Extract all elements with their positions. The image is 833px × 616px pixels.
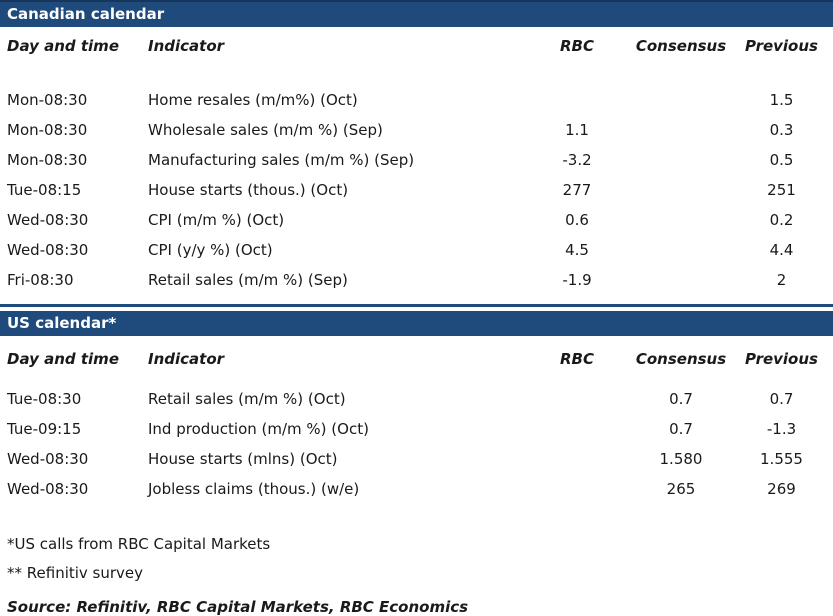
cell-rbc: 277 [562, 181, 592, 199]
cell-day: Mon-08:30 [7, 91, 88, 109]
cell-previous: 4.4 [769, 241, 794, 259]
cell-day: Tue-09:15 [7, 420, 82, 438]
table-row: Fri-08:30 Retail sales (m/m %) (Sep) -1.9 2 [0, 265, 833, 295]
cell-day: Wed-08:30 [7, 450, 89, 468]
footnotes-block: *US calls from RBC Capital Markets ** Re… [0, 530, 833, 616]
footnote-refinitiv-survey: ** Refinitiv survey [7, 564, 144, 582]
cell-previous: 269 [767, 480, 796, 498]
us-calendar-table: Day and time Indicator RBC Consensus Pre… [0, 336, 833, 504]
cell-consensus [632, 85, 730, 115]
column-header-consensus: Consensus [635, 350, 727, 368]
cell-indicator: Wholesale sales (m/m %) (Sep) [148, 121, 383, 139]
cell-indicator: House starts (thous.) (Oct) [148, 181, 349, 199]
cell-previous: 0.2 [769, 211, 794, 229]
column-header-previous: Previous [745, 350, 818, 368]
source-line: Source: Refinitiv, RBC Capital Markets, … [7, 598, 469, 616]
canadian-section-header-bar: Canadian calendar [0, 0, 833, 27]
cell-previous: 0.3 [769, 121, 794, 139]
footnote-us-calls: *US calls from RBC Capital Markets [7, 535, 271, 553]
table-row: Mon-08:30 Wholesale sales (m/m %) (Sep) 1.… [0, 115, 833, 145]
cell-previous: 0.5 [769, 151, 794, 169]
cell-day: Tue-08:15 [7, 181, 82, 199]
column-header-consensus: Consensus [635, 37, 727, 55]
table-row: Tue-08:15 House starts (thous.) (Oct) 277 2… [0, 175, 833, 205]
column-header-previous: Previous [745, 37, 818, 55]
column-header-indicator: Indicator [148, 37, 225, 55]
canadian-table-bottom-rule [0, 304, 833, 307]
us-section-title: US calendar* [7, 314, 117, 332]
cell-rbc [522, 85, 632, 115]
cell-consensus [632, 175, 730, 205]
table-row: Wed-08:30 CPI (y/y %) (Oct) 4.5 4.4 [0, 235, 833, 265]
cell-consensus: 265 [666, 480, 696, 498]
cell-rbc [522, 444, 632, 474]
canadian-calendar-table: Day and time Indicator RBC Consensus Pre… [0, 27, 833, 295]
cell-previous: 0.7 [769, 390, 794, 408]
cell-day: Fri-08:30 [7, 271, 74, 289]
cell-consensus: 1.580 [659, 450, 703, 468]
cell-rbc: 1.1 [565, 121, 589, 139]
cell-rbc [522, 414, 632, 444]
cell-previous: 251 [767, 181, 796, 199]
cell-consensus: 0.7 [669, 390, 693, 408]
cell-previous: 1.5 [769, 91, 794, 109]
table-row: Tue-09:15 Ind production (m/m %) (Oct) 0.7… [0, 414, 833, 444]
cell-indicator: CPI (y/y %) (Oct) [148, 241, 273, 259]
cell-rbc [522, 384, 632, 414]
cell-rbc: -3.2 [562, 151, 592, 169]
us-section-header-bar: US calendar* [0, 311, 833, 336]
table-row: Mon-08:30 Manufacturing sales (m/m %) (Se… [0, 145, 833, 175]
table-row: Mon-08:30 Home resales (m/m%) (Oct) 1.5 [0, 85, 833, 115]
us-calendar-section: US calendar* Day and time Indicator RBC … [0, 311, 833, 504]
table-row: Tue-08:30 Retail sales (m/m %) (Oct) 0.7 0.… [0, 384, 833, 414]
cell-consensus: 0.7 [669, 420, 693, 438]
cell-rbc: 0.6 [565, 211, 589, 229]
column-header-rbc: RBC [560, 350, 594, 368]
cell-indicator: Home resales (m/m%) (Oct) [148, 91, 358, 109]
cell-indicator: CPI (m/m %) (Oct) [148, 211, 285, 229]
cell-previous: 1.555 [760, 450, 803, 468]
cell-day: Mon-08:30 [7, 151, 88, 169]
canadian-section-title: Canadian calendar [7, 5, 165, 23]
cell-day: Tue-08:30 [7, 390, 82, 408]
cell-day: Mon-08:30 [7, 121, 88, 139]
cell-consensus [632, 115, 730, 145]
table-row: Wed-08:30 House starts (mlns) (Oct) 1.580 1… [0, 444, 833, 474]
cell-consensus [632, 205, 730, 235]
canadian-header-row: Day and time Indicator RBC Consensus Pre… [0, 27, 833, 85]
cell-previous: 2 [776, 271, 787, 289]
cell-indicator: Jobless claims (thous.) (w/e) [148, 480, 360, 498]
column-header-rbc: RBC [560, 37, 594, 55]
table-row: Wed-08:30 CPI (m/m %) (Oct) 0.6 0.2 [0, 205, 833, 235]
cell-consensus [632, 235, 730, 265]
cell-indicator: Retail sales (m/m %) (Oct) [148, 390, 346, 408]
cell-previous: -1.3 [766, 420, 797, 438]
us-header-row: Day and time Indicator RBC Consensus Pre… [0, 336, 833, 384]
cell-consensus [632, 145, 730, 175]
cell-rbc: 4.5 [565, 241, 589, 259]
cell-indicator: House starts (mlns) (Oct) [148, 450, 338, 468]
cell-day: Wed-08:30 [7, 211, 89, 229]
column-header-day-and-time: Day and time [7, 37, 119, 55]
cell-indicator: Manufacturing sales (m/m %) (Sep) [148, 151, 415, 169]
cell-day: Wed-08:30 [7, 480, 89, 498]
cell-day: Wed-08:30 [7, 241, 89, 259]
canadian-calendar-section: Canadian calendar Day and time Indicator… [0, 0, 833, 307]
table-row: Wed-08:30 Jobless claims (thous.) (w/e) 26… [0, 474, 833, 504]
cell-consensus [632, 265, 730, 295]
column-header-day-and-time: Day and time [7, 350, 119, 368]
cell-indicator: Retail sales (m/m %) (Sep) [148, 271, 348, 289]
cell-rbc: -1.9 [562, 271, 592, 289]
column-header-indicator: Indicator [148, 350, 225, 368]
cell-rbc [522, 474, 632, 504]
cell-indicator: Ind production (m/m %) (Oct) [148, 420, 369, 438]
